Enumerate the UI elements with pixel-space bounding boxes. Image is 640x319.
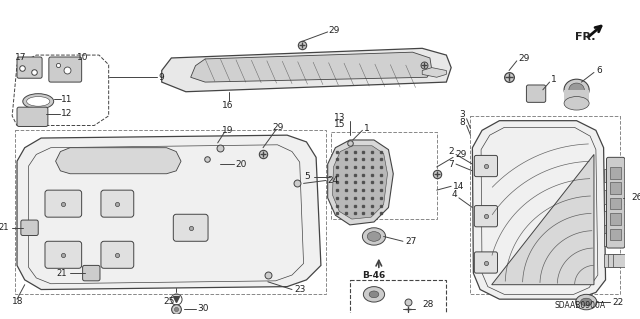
Bar bbox=[613, 233, 625, 246]
Text: 27: 27 bbox=[405, 237, 416, 246]
Ellipse shape bbox=[367, 232, 381, 241]
Text: SDAAB0900A: SDAAB0900A bbox=[554, 301, 605, 310]
Text: 21: 21 bbox=[0, 223, 10, 232]
Text: 26: 26 bbox=[632, 193, 640, 202]
Polygon shape bbox=[422, 68, 446, 77]
Ellipse shape bbox=[580, 298, 592, 306]
Text: 29: 29 bbox=[273, 123, 284, 132]
FancyBboxPatch shape bbox=[21, 220, 38, 235]
Text: 29: 29 bbox=[455, 150, 467, 159]
Text: FR.: FR. bbox=[575, 32, 595, 42]
Bar bbox=[604, 233, 615, 246]
Bar bbox=[611, 182, 621, 194]
Bar bbox=[564, 90, 589, 103]
Polygon shape bbox=[492, 154, 594, 285]
Text: 1: 1 bbox=[550, 75, 556, 84]
Bar bbox=[331, 132, 436, 219]
FancyBboxPatch shape bbox=[17, 107, 48, 126]
Bar bbox=[611, 167, 621, 179]
Bar bbox=[609, 233, 620, 246]
Bar bbox=[604, 190, 615, 204]
Ellipse shape bbox=[569, 83, 584, 97]
Text: 10: 10 bbox=[77, 54, 88, 63]
Bar bbox=[609, 169, 620, 182]
Bar bbox=[613, 190, 625, 204]
FancyBboxPatch shape bbox=[45, 241, 82, 268]
Ellipse shape bbox=[362, 228, 385, 245]
Text: 24: 24 bbox=[328, 176, 339, 185]
FancyBboxPatch shape bbox=[474, 205, 497, 227]
FancyBboxPatch shape bbox=[101, 241, 134, 268]
Bar bbox=[609, 190, 620, 204]
Bar bbox=[604, 211, 615, 225]
FancyBboxPatch shape bbox=[83, 265, 100, 281]
Bar bbox=[613, 211, 625, 225]
Polygon shape bbox=[333, 146, 387, 219]
Text: 30: 30 bbox=[197, 304, 209, 313]
Text: 14: 14 bbox=[453, 182, 465, 191]
Text: 13: 13 bbox=[333, 113, 345, 122]
Text: 17: 17 bbox=[15, 54, 27, 63]
Text: 21: 21 bbox=[57, 269, 67, 278]
Bar bbox=[350, 280, 446, 314]
Text: 15: 15 bbox=[333, 120, 345, 129]
Polygon shape bbox=[162, 48, 451, 92]
FancyBboxPatch shape bbox=[474, 155, 497, 177]
Polygon shape bbox=[472, 121, 605, 299]
Text: 29: 29 bbox=[518, 55, 530, 63]
Polygon shape bbox=[191, 52, 432, 82]
FancyBboxPatch shape bbox=[173, 214, 208, 241]
FancyBboxPatch shape bbox=[45, 190, 82, 217]
Polygon shape bbox=[56, 148, 181, 174]
Polygon shape bbox=[328, 140, 394, 225]
FancyBboxPatch shape bbox=[17, 57, 42, 78]
Text: 5: 5 bbox=[305, 172, 310, 181]
Ellipse shape bbox=[564, 97, 589, 110]
Bar bbox=[613, 169, 625, 182]
Bar bbox=[611, 229, 621, 240]
Bar bbox=[611, 213, 621, 225]
Text: 16: 16 bbox=[221, 101, 233, 110]
Text: 18: 18 bbox=[12, 297, 24, 306]
Text: 3: 3 bbox=[459, 110, 465, 119]
Ellipse shape bbox=[23, 94, 54, 109]
Text: 25: 25 bbox=[164, 297, 175, 306]
FancyBboxPatch shape bbox=[527, 85, 546, 102]
Text: 23: 23 bbox=[294, 285, 305, 294]
Ellipse shape bbox=[575, 294, 597, 310]
Bar bbox=[609, 254, 620, 267]
Bar bbox=[604, 169, 615, 182]
Text: 29: 29 bbox=[328, 26, 340, 35]
Bar bbox=[611, 198, 621, 210]
Text: 1: 1 bbox=[364, 124, 370, 133]
Polygon shape bbox=[17, 135, 321, 290]
FancyBboxPatch shape bbox=[607, 157, 625, 248]
Text: 6: 6 bbox=[596, 66, 602, 75]
Bar bbox=[604, 254, 615, 267]
FancyBboxPatch shape bbox=[474, 252, 497, 273]
Bar bbox=[15, 130, 326, 294]
Text: 12: 12 bbox=[61, 109, 73, 118]
FancyBboxPatch shape bbox=[49, 57, 82, 82]
Bar bbox=[613, 254, 625, 267]
Text: 7: 7 bbox=[448, 160, 454, 169]
Text: 20: 20 bbox=[235, 160, 246, 169]
Text: 22: 22 bbox=[612, 298, 623, 307]
Bar bbox=[609, 211, 620, 225]
Ellipse shape bbox=[564, 79, 589, 100]
Text: 28: 28 bbox=[422, 300, 434, 309]
Text: 4: 4 bbox=[451, 190, 457, 199]
Text: 8: 8 bbox=[459, 118, 465, 127]
FancyBboxPatch shape bbox=[101, 190, 134, 217]
Ellipse shape bbox=[364, 287, 385, 302]
Bar bbox=[470, 116, 620, 294]
Text: B-46: B-46 bbox=[362, 271, 386, 279]
Ellipse shape bbox=[369, 291, 379, 298]
Text: 11: 11 bbox=[61, 95, 73, 104]
Text: 9: 9 bbox=[159, 73, 164, 82]
Text: 2: 2 bbox=[449, 147, 454, 156]
Ellipse shape bbox=[27, 97, 50, 106]
Text: 19: 19 bbox=[221, 126, 233, 135]
